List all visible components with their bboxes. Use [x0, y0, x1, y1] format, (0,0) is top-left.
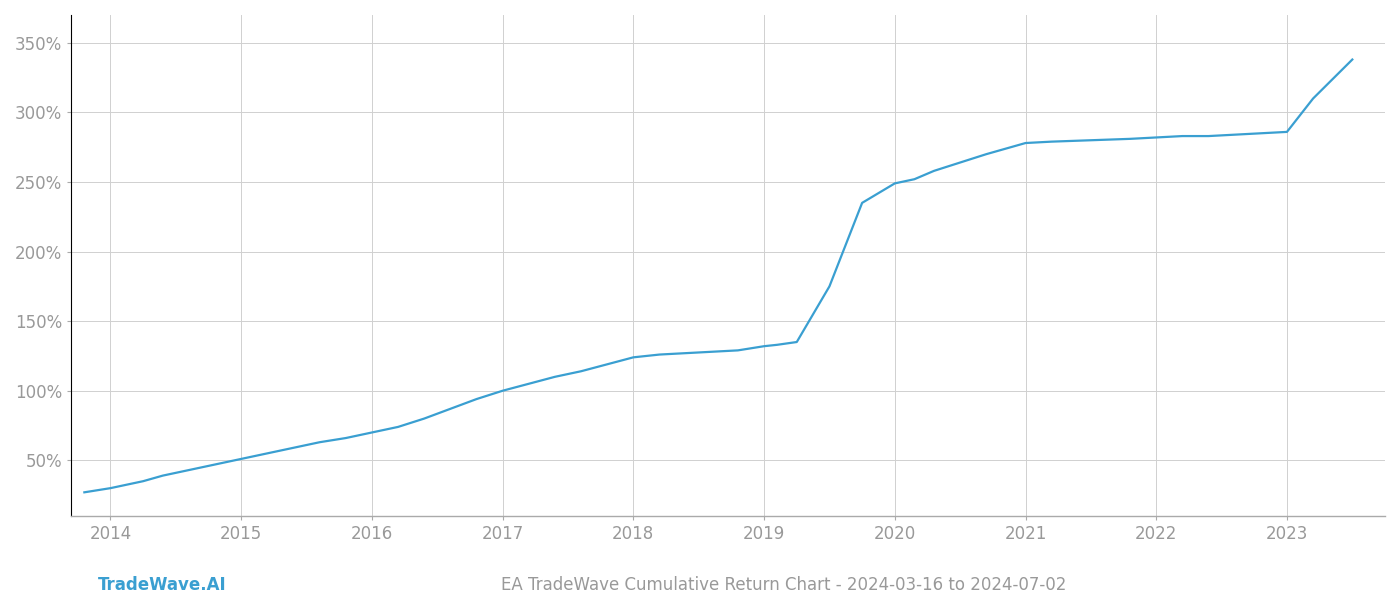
Text: TradeWave.AI: TradeWave.AI: [98, 576, 227, 594]
Text: EA TradeWave Cumulative Return Chart - 2024-03-16 to 2024-07-02: EA TradeWave Cumulative Return Chart - 2…: [501, 576, 1067, 594]
